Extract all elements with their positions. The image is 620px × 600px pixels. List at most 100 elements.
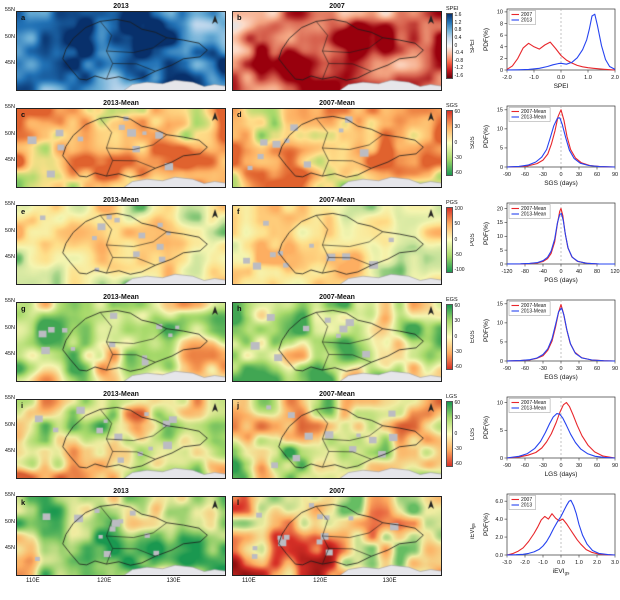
map-title: 2007 xyxy=(329,488,345,495)
colorbar-tick-label: 1.2 xyxy=(454,19,462,26)
map-frame: g xyxy=(16,302,226,382)
map-title: 2013-Mean xyxy=(103,197,139,204)
figure-row: 55N 50N 45N 2013-Mean g 2007-Mean h EGS xyxy=(0,293,620,390)
y-tick-label: 10 xyxy=(497,127,503,133)
x-tick-label: 130E xyxy=(166,578,181,584)
map-frame: b xyxy=(232,11,442,91)
x-axis-labels: 110E 120E 130E xyxy=(16,576,226,587)
figure-row: 55N 50N 45N 2013-Mean e 2007-Mean f PGS xyxy=(0,196,620,293)
y-axis-label: PDF(%) xyxy=(483,319,490,342)
panel-letter: e xyxy=(21,207,26,216)
colorbar-label-text: PGS xyxy=(469,233,476,247)
y-tick-label: 10 xyxy=(497,10,503,16)
colorbar-gradient xyxy=(446,207,453,273)
x-tick-label: 2.0 xyxy=(611,75,619,81)
colorbar: SGS 60 30 0 -30 -60 SGS xyxy=(444,99,482,196)
legend-label: 2013-Mean xyxy=(521,212,547,218)
x-tick-label: 120E xyxy=(313,578,328,584)
x-tick-label: -90 xyxy=(503,172,511,178)
colorbar-tick-label: 0.8 xyxy=(454,27,462,34)
x-tick-label: -3.0 xyxy=(502,560,511,566)
pdf-plot-wrap: -3.0 -2.0 -1.0 0.0 1.0 2.0 3.0 0.0 2.0 4.0 6.0 iEVI… xyxy=(482,487,620,597)
x-axis-label: SPEI xyxy=(554,83,569,90)
panel-letter: i xyxy=(21,401,24,410)
colorbar-body: 60 30 0 -30 -60 EGS xyxy=(446,304,482,370)
y-tick-label: 50N xyxy=(4,228,15,234)
map-canvas xyxy=(233,206,441,284)
colorbar-label-text: SGS xyxy=(469,136,476,150)
legend-label: 2007 xyxy=(521,12,532,18)
pdf-series-line xyxy=(506,41,616,71)
y-tick-label: 50N xyxy=(4,519,15,525)
panel-letter: h xyxy=(237,304,242,313)
colorbar: iEVI iEVIgs xyxy=(444,487,482,597)
map-frame: l xyxy=(232,496,442,576)
map-panel-right: 2007-Mean d xyxy=(232,99,442,196)
x-tick-label: 40 xyxy=(576,269,582,275)
map-title: 2013 xyxy=(113,488,129,495)
map-frame: f xyxy=(232,205,442,285)
map-frame: j xyxy=(232,399,442,479)
y-tick-label: 8 xyxy=(500,21,503,27)
x-tick-label: 2.0 xyxy=(593,560,601,566)
y-axis-labels: 55N 50N 45N xyxy=(0,99,16,196)
colorbar-title: SPEI xyxy=(446,6,459,12)
map-title: 2013 xyxy=(113,3,129,10)
legend-box xyxy=(508,301,551,316)
y-tick-label: 5 xyxy=(500,428,503,434)
y-tick-label: 4 xyxy=(500,45,503,51)
y-tick-label: 0 xyxy=(500,165,503,171)
x-tick-label: -30 xyxy=(539,172,547,178)
y-axis-label: PDF(%) xyxy=(483,513,490,536)
y-tick-label: 15 xyxy=(497,108,503,114)
legend-label: 2007 xyxy=(521,497,532,503)
legend-label: 2013 xyxy=(521,503,532,509)
panel-letter: c xyxy=(21,110,26,119)
colorbar-body: 60 30 0 -30 -60 LGS xyxy=(446,401,482,467)
colorbar-title: LGS xyxy=(446,394,458,400)
colorbar-tick-label: 0 xyxy=(454,139,458,146)
panel-letter: d xyxy=(237,110,242,119)
x-tick-label: 30 xyxy=(576,172,582,178)
x-axis-label: SGS (days) xyxy=(544,180,578,187)
colorbar-tick-label: -60 xyxy=(454,170,462,176)
colorbar-body: 1.6 1.2 0.8 0.4 0 -0.4 -0.8 -1.2 -1.6 SPEI xyxy=(446,13,482,79)
y-tick-label: 5 xyxy=(500,146,503,152)
x-axis-label: EGS (days) xyxy=(544,374,578,381)
pdf-plot-wrap: -120 -80 -40 0 40 80 120 0 5 10 15 20 PGS (days) PDF(… xyxy=(482,196,620,293)
pdf-plot: -3.0 -2.0 -1.0 0.0 1.0 2.0 3.0 0.0 2.0 4.0 6.0 iEVI… xyxy=(483,493,619,576)
map-canvas xyxy=(17,400,225,478)
x-tick-label: -40 xyxy=(539,269,547,275)
x-tick-label: -1.0 xyxy=(538,560,547,566)
colorbar-tick-label: -100 xyxy=(454,267,465,273)
y-tick-label: 55N xyxy=(4,395,15,401)
colorbar-body: iEVI gs xyxy=(446,498,482,564)
colorbar-tick-label: 30 xyxy=(454,318,461,325)
map-canvas xyxy=(17,12,225,90)
map-title: 2007-Mean xyxy=(319,100,355,107)
x-tick-label: 90 xyxy=(612,463,618,469)
colorbar-tick-label: 0 xyxy=(454,430,458,437)
x-tick-label: -2.0 xyxy=(520,560,529,566)
y-tick-label: 5 xyxy=(500,340,503,346)
map-panel-right: 2007-Mean h xyxy=(232,293,442,390)
colorbar-title: EGS xyxy=(446,297,458,303)
y-tick-label: 0 xyxy=(500,359,503,365)
y-tick-label: 15 xyxy=(497,302,503,308)
colorbar-tick-label: 0 xyxy=(454,42,458,49)
y-axis-labels: 55N 50N 45N xyxy=(0,196,16,293)
colorbar: LGS 60 30 0 -30 -60 LGS xyxy=(444,390,482,487)
map-frame: d xyxy=(232,108,442,188)
legend-label: 2007-Mean xyxy=(521,400,547,406)
figure-row: 55N 50N 45N 2013-Mean i 2007-Mean j LGS xyxy=(0,390,620,487)
panel-letter: b xyxy=(237,13,242,22)
y-tick-label: 45N xyxy=(4,545,15,551)
y-tick-label: 10 xyxy=(497,400,503,406)
colorbar-label: iEVI gs xyxy=(470,498,476,564)
y-tick-label: 50N xyxy=(4,422,15,428)
colorbar-ticks: 60 30 0 -30 -60 xyxy=(455,304,469,370)
x-tick-label: 0 xyxy=(559,366,562,372)
colorbar-tick-label: -30 xyxy=(454,445,462,452)
colorbar-label: PGS xyxy=(470,207,476,273)
